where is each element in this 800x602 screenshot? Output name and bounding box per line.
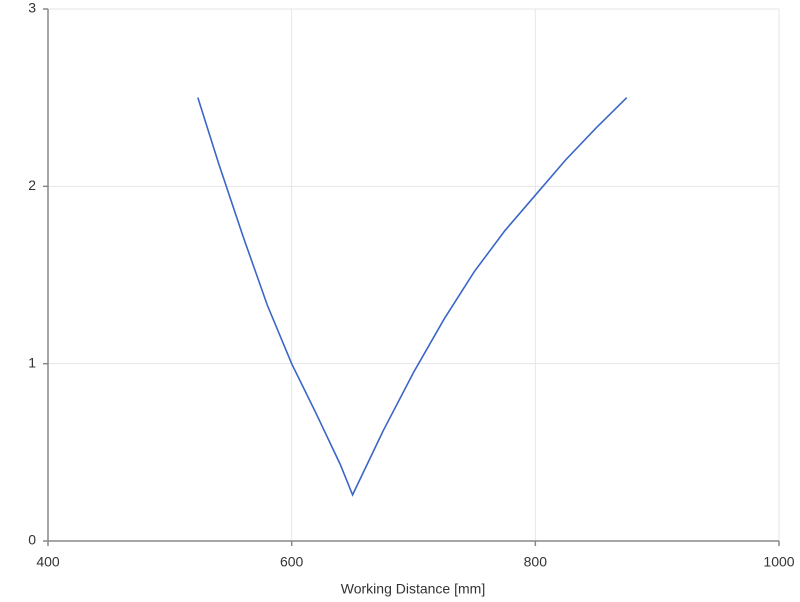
y-tick-label: 2 [28,177,36,193]
data-line [197,97,628,497]
x-axis-label: Working Distance [mm] [341,581,485,597]
x-tick-label: 600 [280,554,304,570]
y-tick-label: 3 [28,0,36,16]
y-tick-label: 1 [28,354,36,370]
x-tick-label: 1000 [763,554,794,570]
x-tick-label: 400 [36,554,60,570]
y-tick-label: 0 [28,532,36,548]
x-tick-label: 800 [524,554,548,570]
